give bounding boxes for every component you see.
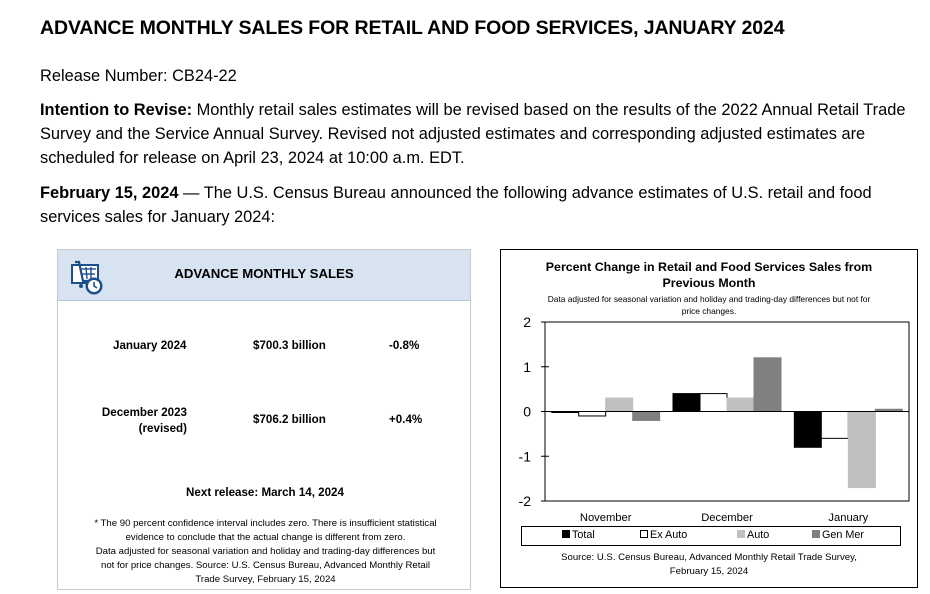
footnote-line: * The 90 percent confidence interval inc… (94, 518, 437, 529)
chart-source-line: Source: U.S. Census Bureau, Advanced Mon… (561, 552, 857, 563)
legend-label: Ex Auto (650, 529, 688, 541)
legend-label: Gen Mer (822, 529, 865, 541)
footnote-line: Data adjusted for seasonal variation and… (95, 546, 436, 557)
chart-title-line: Percent Change in Retail and Food Servic… (545, 260, 873, 274)
row-change: -0.8% (389, 339, 420, 352)
footnote-line: evidence to conclude that the actual cha… (125, 532, 406, 543)
legend-item-gen-mer: Gen Mer (812, 529, 864, 541)
legend-item-total: Total (562, 529, 595, 541)
legend-swatch (562, 530, 570, 538)
bar-auto (726, 397, 755, 412)
legend-swatch (640, 530, 648, 538)
x-tick-label: December (701, 512, 753, 524)
shopping-cart-clock-icon (71, 260, 103, 295)
legend-swatch (737, 530, 745, 538)
row-change: +0.4% (389, 413, 423, 426)
row-period: January 2024 (113, 339, 187, 352)
advance-monthly-sales-panel: ADVANCE MONTHLY SALES January 2024 $700.… (57, 249, 471, 590)
release-number: Release Number: CB24-22 (40, 67, 237, 85)
bar-chart: 2 1 0 -1 -2 November December January (519, 314, 910, 524)
footnote-line: not for price changes. Source: U.S. Cens… (100, 560, 431, 571)
y-tick-label: -2 (519, 493, 532, 509)
chart-title-line: Previous Month (662, 276, 756, 290)
row-value: $706.2 billion (253, 413, 326, 426)
chart-subtitle: Data adjusted for seasonal variation and… (501, 293, 917, 317)
bar-gen-mer (753, 357, 782, 413)
announcement-date: February 15, 2024 (40, 184, 179, 202)
announcement-paragraph: February 15, 2024 — The U.S. Census Bure… (40, 181, 910, 229)
y-tick-label: 0 (523, 404, 531, 420)
percent-change-chart-panel: Percent Change in Retail and Food Servic… (500, 249, 918, 588)
bar-gen-mer (632, 411, 661, 421)
bar-total (793, 411, 822, 448)
row-value: $700.3 billion (253, 339, 326, 352)
panel-footnote: * The 90 percent confidence interval inc… (68, 517, 463, 587)
legend-item-ex-auto: Ex Auto (640, 529, 687, 541)
row-period-label: December 2023 (101, 406, 187, 419)
chart-legend: Total Ex Auto Auto Gen Mer (521, 526, 901, 546)
y-tick-label: 2 (523, 314, 531, 330)
y-tick-label: 1 (523, 359, 531, 375)
chart-subtitle-line: price changes. (681, 306, 737, 316)
row-period: December 2023 (revised) (98, 405, 187, 437)
bar-auto (847, 411, 876, 489)
bar-ex-auto (578, 411, 607, 417)
chart-title: Percent Change in Retail and Food Servic… (501, 259, 917, 291)
bar-total (672, 393, 701, 413)
legend-item-auto: Auto (737, 529, 769, 541)
x-tick-label: November (580, 512, 632, 524)
footnote-line: Trade Survey, February 15, 2024 (195, 574, 336, 585)
chart-source: Source: U.S. Census Bureau, Advanced Mon… (501, 551, 917, 579)
legend-label: Auto (747, 529, 770, 541)
intention-text: Monthly retail sales estimates will be r… (40, 101, 906, 167)
document-title: ADVANCE MONTHLY SALES FOR RETAIL AND FOO… (40, 17, 785, 39)
bar-auto (605, 397, 634, 412)
intention-label: Intention to Revise: (40, 101, 193, 119)
legend-swatch (812, 530, 820, 538)
chart-source-line: February 15, 2024 (669, 566, 749, 577)
bar-ex-auto (820, 411, 849, 439)
row-period-note: (revised) (138, 422, 187, 435)
y-tick-label: -1 (519, 448, 532, 464)
announcement-text: — The U.S. Census Bureau announced the f… (40, 184, 872, 226)
x-tick-label: January (828, 512, 868, 524)
intention-to-revise-paragraph: Intention to Revise: Monthly retail sale… (40, 98, 910, 170)
legend-label: Total (572, 529, 595, 541)
bar-ex-auto (699, 393, 728, 413)
next-release: Next release: March 14, 2024 (186, 486, 344, 499)
panel-title: ADVANCE MONTHLY SALES (174, 266, 354, 281)
chart-subtitle-line: Data adjusted for seasonal variation and… (547, 294, 871, 304)
panel-header: ADVANCE MONTHLY SALES (58, 250, 470, 301)
